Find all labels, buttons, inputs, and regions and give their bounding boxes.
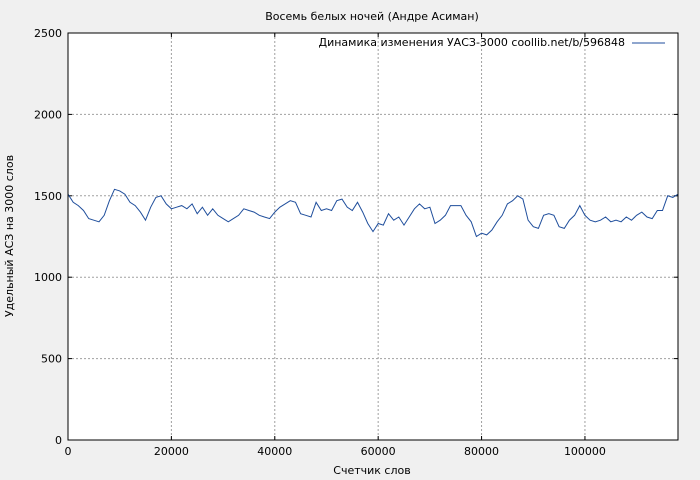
series-line [67,188,679,238]
x-tick-label: 100000 [564,445,606,458]
x-axis-label: Счетчик слов [333,464,410,477]
plot-frame [67,32,679,441]
y-tick-label: 2500 [34,27,62,40]
x-tick-label: 80000 [464,445,499,458]
axis-ticks: 0 20000 40000 60000 80000 100000 0 500 1000 1500 2… [34,27,678,458]
x-tick-label: 40000 [257,445,292,458]
y-axis-label: Удельный АСЗ на 3000 слов [3,155,16,317]
x-tick-label: 20000 [154,445,189,458]
y-tick-label: 2000 [34,108,62,121]
y-tick-label: 1500 [34,190,62,203]
y-tick-label: 500 [41,353,62,366]
legend: Динамика изменения УАСЗ-3000 coollib.net… [319,36,665,49]
grid [68,33,678,440]
plot-area [68,33,678,440]
y-tick-label: 1000 [34,271,62,284]
y-tick-label: 0 [55,434,62,447]
legend-entry: Динамика изменения УАСЗ-3000 coollib.net… [319,36,626,49]
chart-title: Восемь белых ночей (Андре Асиман) [265,10,479,23]
x-tick-label: 60000 [361,445,396,458]
x-tick-label: 0 [65,445,72,458]
